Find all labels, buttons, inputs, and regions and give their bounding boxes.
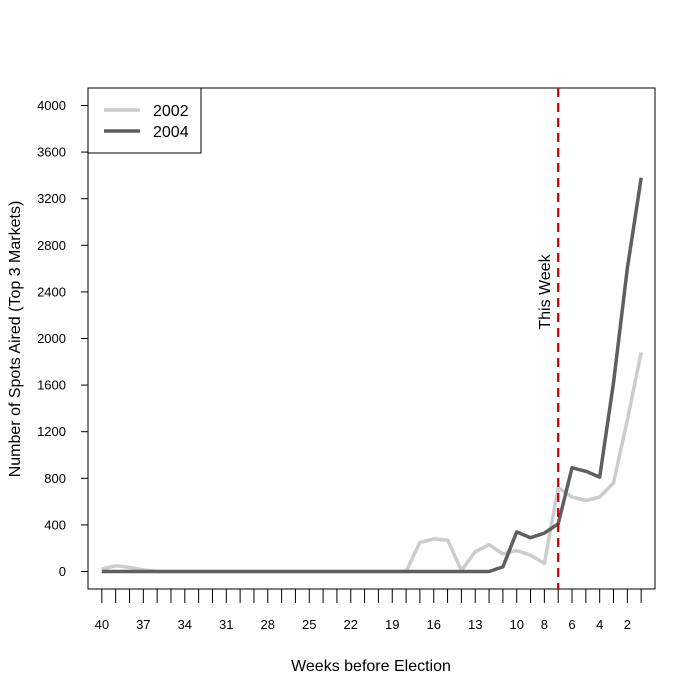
y-axis-title: Number of Spots Aired (Top 3 Markets) [7, 201, 24, 478]
reference-layer: This Week [537, 88, 560, 589]
series-line-2002 [101, 352, 643, 574]
y-tick-label: 400 [44, 517, 66, 532]
series-line-2004 [101, 177, 643, 574]
x-tick-label: 6 [568, 617, 575, 632]
y-axis: 0 400 800 1200 1600 2000 2400 2800 3200 3600 4000 [37, 98, 88, 579]
y-tick-label: 3600 [37, 145, 66, 160]
y-tick-label: 1200 [37, 424, 66, 439]
y-tick-label: 1600 [37, 378, 66, 393]
x-tick-label: 40 [95, 617, 109, 632]
x-tick-label: 13 [468, 617, 482, 632]
y-tick-label: 3200 [37, 191, 66, 206]
x-tick-label: 8 [541, 617, 548, 632]
legend-box [87, 87, 202, 154]
y-tick-label: 4000 [37, 98, 66, 113]
x-tick-label: 10 [509, 617, 523, 632]
y-tick-label: 2000 [37, 331, 66, 346]
x-tick-label: 22 [344, 617, 358, 632]
x-axis-title: Weeks before Election [291, 658, 451, 675]
y-tick-label: 2400 [37, 284, 66, 299]
x-tick-label: 16 [426, 617, 440, 632]
x-axis: 40 37 34 31 28 25 22 19 16 13 10 8 6 4 2 [95, 589, 642, 632]
x-tick-label: 37 [136, 617, 150, 632]
x-tick-label: 19 [385, 617, 399, 632]
x-tick-label: 31 [219, 617, 233, 632]
y-tick-label: 800 [44, 471, 66, 486]
legend: 2002 2004 [87, 87, 202, 154]
y-tick-label: 2800 [37, 238, 66, 253]
plot-frame [87, 87, 656, 590]
this-week-label: This Week [537, 253, 554, 329]
x-tick-label: 28 [261, 617, 275, 632]
legend-label-2002: 2002 [153, 103, 189, 120]
x-tick-label: 34 [178, 617, 192, 632]
x-tick-label: 4 [596, 617, 603, 632]
y-tick-label: 0 [59, 564, 66, 579]
series-layer [101, 177, 643, 574]
x-tick-label: 2 [624, 617, 631, 632]
x-tick-label: 25 [302, 617, 316, 632]
legend-label-2004: 2004 [153, 124, 189, 141]
